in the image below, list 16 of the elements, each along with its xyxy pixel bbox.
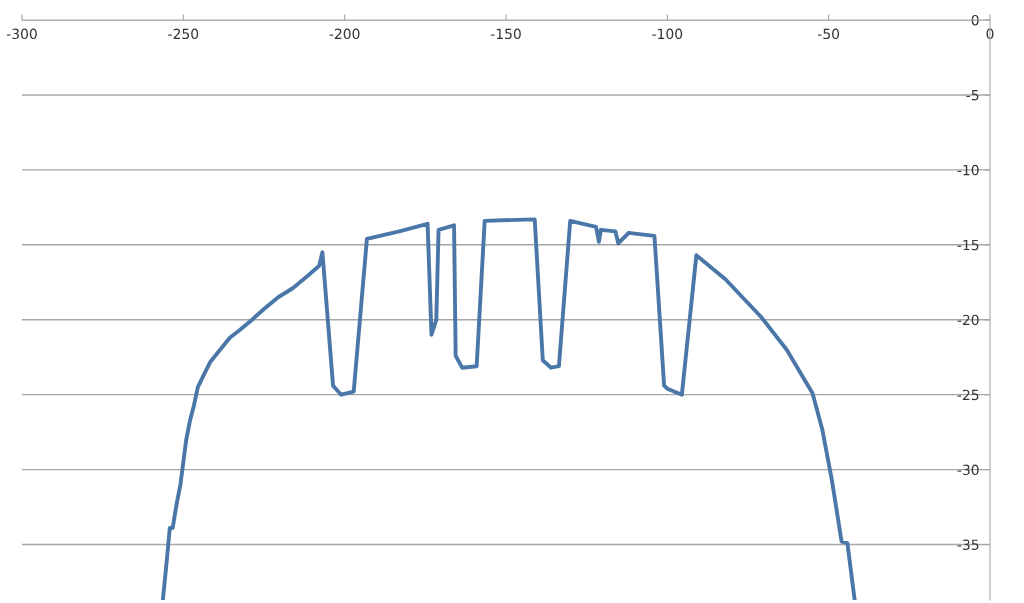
x-tick-label: -200 [329,28,360,40]
y-tick-label: -15 [957,239,979,251]
y-tick-label: -35 [957,539,979,551]
line-series [161,217,857,600]
y-tick-label: -20 [957,314,979,326]
y-tick-label: 0 [971,14,979,26]
x-tick-label: -50 [818,28,840,40]
x-tick-label: -100 [652,28,683,40]
x-tick-label: -150 [490,28,521,40]
y-tick-label: -25 [957,389,979,401]
x-tick-label: -250 [168,28,199,40]
x-tick-label: -300 [6,28,37,40]
x-tick-label: 0 [986,28,994,40]
y-tick-label: -30 [957,464,979,476]
y-tick-label: -5 [966,90,979,101]
y-tick-label: -10 [957,164,979,176]
